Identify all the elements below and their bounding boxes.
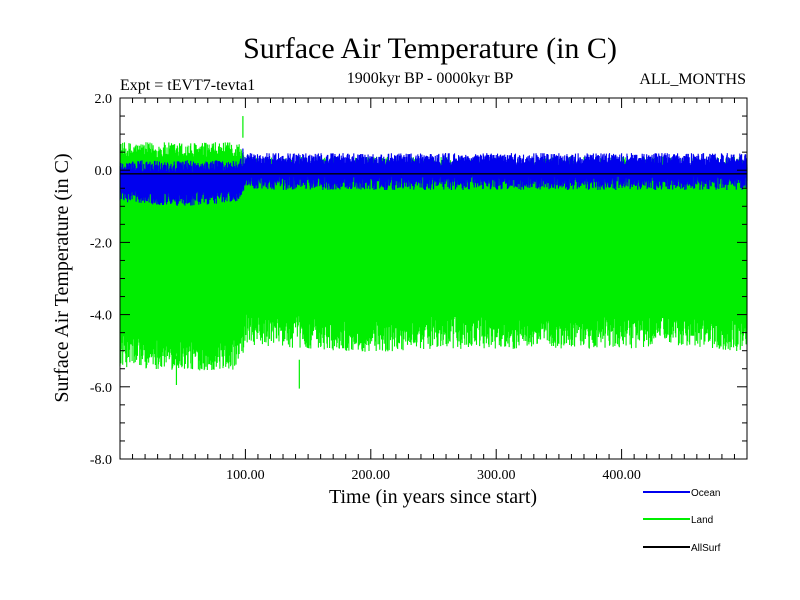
plot-series xyxy=(119,116,748,389)
axis-ticks: 100.00 200.00 300.00 400.00 2.0 0.0 -2.0 -4.0 -6… xyxy=(90,92,747,483)
x-tick-label: 100.00 xyxy=(226,468,265,483)
y-tick-label: -8.0 xyxy=(90,453,112,468)
chart-title: Surface Air Temperature (in C) xyxy=(243,32,617,65)
y-axis-label: Surface Air Temperature (in C) xyxy=(51,153,73,402)
legend-label-land: Land xyxy=(691,515,713,526)
chart-subtitle: 1900kyr BP - 0000kyr BP xyxy=(347,70,514,87)
y-tick-label: -2.0 xyxy=(90,236,112,251)
y-tick-label: -4.0 xyxy=(90,309,112,324)
x-tick-label: 400.00 xyxy=(602,468,641,483)
experiment-label: Expt = tEVT7-tevta1 xyxy=(120,77,255,94)
legend-label-ocean: Ocean xyxy=(691,488,720,499)
y-tick-label: 2.0 xyxy=(95,92,113,107)
y-tick-label: 0.0 xyxy=(95,164,113,179)
x-tick-label: 300.00 xyxy=(477,468,516,483)
legend: Ocean Land AllSurf xyxy=(643,488,721,554)
series-land xyxy=(119,142,748,371)
months-label: ALL_MONTHS xyxy=(639,71,746,88)
x-tick-label: 200.00 xyxy=(352,468,391,483)
x-axis-label: Time (in years since start) xyxy=(329,486,537,508)
y-tick-label: -6.0 xyxy=(90,381,112,396)
legend-label-allsurf: AllSurf xyxy=(691,543,721,554)
